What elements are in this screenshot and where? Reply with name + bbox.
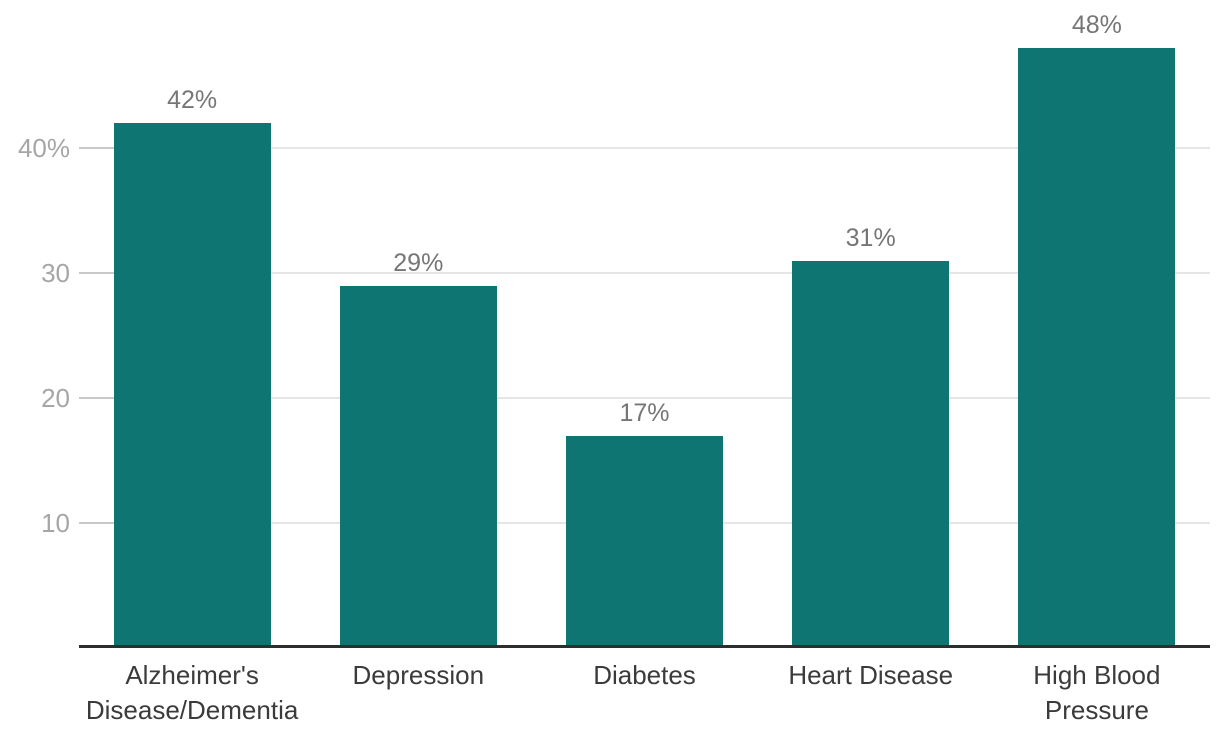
bar-value-label: 29% <box>393 248 444 277</box>
y-axis-tick-mark <box>79 522 114 524</box>
y-axis-tick-mark <box>79 397 114 399</box>
bar <box>339 285 497 648</box>
y-axis-tick-mark <box>79 272 114 274</box>
y-tick-label: 30 <box>41 258 70 288</box>
bar <box>566 435 723 648</box>
y-tick-label: 20 <box>41 383 70 413</box>
bar-value-label: 31% <box>845 223 896 252</box>
x-category-label: Alzheimer's Disease/Dementia <box>85 660 299 725</box>
bar-value-label: 48% <box>1071 11 1122 39</box>
gridline <box>79 147 1210 149</box>
gridline <box>79 272 1210 274</box>
bar <box>1018 48 1176 648</box>
x-category-label: Diabetes <box>593 660 696 690</box>
x-axis-line <box>79 645 1210 648</box>
x-category-label: Heart Disease <box>788 660 954 690</box>
bar-value-label: 17% <box>619 398 670 427</box>
x-category-label: High Blood Pressure <box>1033 660 1161 725</box>
bar <box>113 123 271 648</box>
y-tick-label: 40% <box>17 133 70 163</box>
bar-value-label: 42% <box>167 86 218 114</box>
y-tick-label: 10 <box>41 508 70 538</box>
x-category-label: Depression <box>352 660 485 690</box>
gridline <box>79 397 1210 399</box>
y-axis-tick-mark <box>79 147 114 149</box>
bar <box>792 260 950 648</box>
